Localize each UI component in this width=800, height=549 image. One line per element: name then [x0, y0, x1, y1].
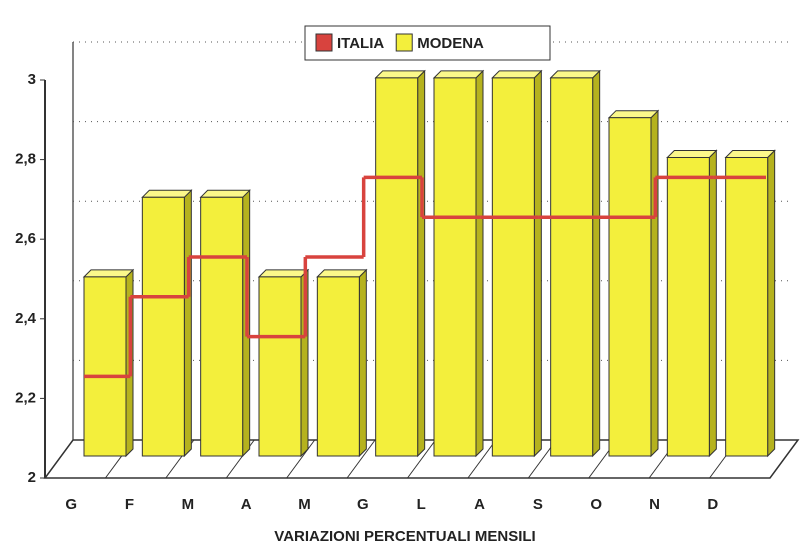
bar [725, 157, 769, 457]
bar [666, 157, 710, 457]
bar [491, 77, 535, 457]
bar-top [432, 70, 485, 79]
legend-box [304, 25, 551, 61]
bar [608, 117, 652, 457]
bar-top [607, 110, 660, 119]
bar-top [316, 269, 368, 278]
x-axis-title: VARIAZIONI PERCENTUALI MENSILI [274, 528, 535, 545]
bar-top [374, 70, 426, 79]
x-tick-label: A [474, 496, 485, 513]
legend-swatch [315, 33, 333, 52]
x-tick-label: D [707, 496, 718, 513]
bar-side [475, 69, 484, 458]
y-tick-label: 2,6 [15, 230, 36, 247]
bar-top [199, 189, 251, 198]
bar [433, 77, 477, 457]
x-tick-label: F [125, 496, 134, 513]
floor-divider [44, 439, 74, 479]
bar-side [708, 149, 717, 458]
floor-divider [769, 439, 799, 479]
y-tick-label: 2,4 [15, 310, 37, 327]
bar-side [592, 69, 601, 458]
bar-top [141, 189, 193, 198]
bar [141, 196, 185, 457]
bar [550, 77, 594, 457]
legend-label: ITALIA [337, 35, 384, 52]
y-tick-label: 2 [28, 469, 36, 486]
bar-side [650, 109, 659, 458]
bar-top [82, 269, 135, 278]
x-tick-label: A [241, 496, 252, 513]
bar [200, 196, 244, 457]
y-tick-label: 2,2 [15, 389, 36, 406]
x-tick-label: L [417, 496, 426, 513]
x-tick-label: G [65, 496, 77, 513]
x-tick-label: G [357, 496, 369, 513]
x-tick-label: M [298, 496, 311, 513]
x-tick-label: M [182, 496, 195, 513]
y-tick-label: 3 [28, 71, 36, 88]
bar-top [257, 269, 310, 278]
bar-side [767, 149, 776, 458]
x-tick-label: N [649, 496, 660, 513]
bar-side [358, 268, 367, 458]
bar-top [666, 150, 718, 158]
x-tick-label: O [590, 496, 602, 513]
legend-swatch [395, 33, 413, 52]
bar-top [549, 70, 601, 79]
floor-divider [286, 439, 316, 479]
bar [316, 276, 360, 457]
floor-divider [407, 439, 436, 479]
bar-side [417, 69, 426, 458]
floor-divider [467, 439, 497, 479]
bar-top [491, 70, 543, 79]
bar-side [183, 189, 192, 458]
bar [258, 276, 302, 457]
y-tick-label: 2,8 [15, 151, 36, 168]
x-tick-label: S [533, 496, 543, 513]
bar-top [724, 150, 776, 158]
legend-label: MODENA [417, 35, 484, 52]
bar [83, 276, 127, 457]
bar [375, 77, 419, 457]
floor-divider [346, 439, 376, 479]
bar-side [533, 69, 542, 458]
